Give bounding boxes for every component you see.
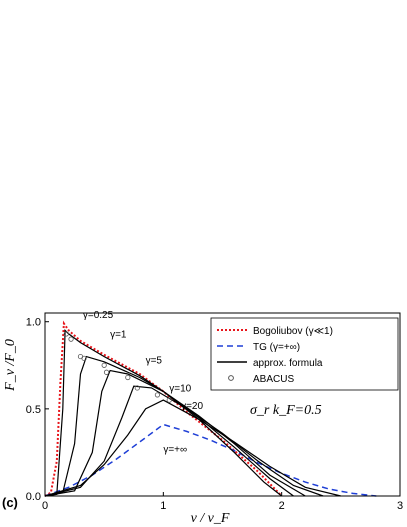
abacus-point: [125, 374, 131, 381]
series-line-1: [44, 423, 377, 497]
x-tick-label: 1: [160, 500, 166, 512]
series-line-2: [44, 329, 283, 497]
series-lines: [44, 320, 377, 497]
legend: Bogoliubov (γ≪1) TG (γ=+∞) approx. formula…: [210, 317, 399, 391]
legend-swatch: [228, 375, 234, 381]
series-line-6: [44, 399, 341, 497]
abacus-point: [134, 385, 140, 391]
abacus-point: [101, 362, 107, 368]
series-line-4: [44, 369, 306, 497]
axes: [44, 312, 401, 497]
gamma-annotation: γ=5: [146, 356, 163, 367]
gamma-annotation: γ=1: [110, 329, 127, 340]
abacus-point: [63, 331, 69, 337]
tick-labels: 0 1 2 3 0.0 0.5 1.0: [26, 317, 403, 512]
abacus-point: [81, 355, 87, 361]
y-tick-label: 1.0: [26, 317, 41, 329]
parameter-text: σ_r k_F=0.5: [250, 403, 322, 418]
gamma-annotation: γ=10: [169, 383, 191, 394]
x-tick-label: 2: [279, 500, 285, 512]
x-tick-label: 3: [397, 500, 403, 512]
y-axis-label-text: F_ν /F_0: [3, 339, 18, 392]
legend-label: ABACUS: [253, 374, 294, 385]
gamma-annotation: γ=+∞: [163, 444, 187, 455]
gamma-annotation: γ=20: [181, 401, 203, 412]
x-tick-label: 0: [42, 500, 48, 512]
abacus-point: [154, 392, 161, 398]
series-line-3: [44, 355, 294, 497]
legend-label: approx. formula: [253, 358, 323, 369]
abacus-points: [63, 331, 172, 403]
y-axis-label: F_ν /F_0: [3, 339, 18, 392]
series-line-5: [44, 385, 324, 497]
legend-label: TG (γ=+∞): [253, 342, 300, 353]
abacus-point: [68, 336, 74, 342]
legend-label: Bogoliubov (γ≪1): [253, 326, 333, 337]
y-tick-label: 0.5: [26, 404, 41, 416]
gamma-annotation: γ=0.25: [83, 310, 114, 321]
panel-label: (c): [2, 495, 18, 510]
abacus-point: [103, 369, 110, 375]
plot-frame: [44, 312, 401, 497]
abacus-point: [166, 397, 172, 403]
y-tick-label: 0.0: [26, 491, 41, 503]
x-axis-label: ν / ν_F: [191, 511, 230, 526]
gamma-annotations: γ=0.25 γ=1 γ=5 γ=10 γ=20 γ=+∞: [83, 310, 204, 455]
